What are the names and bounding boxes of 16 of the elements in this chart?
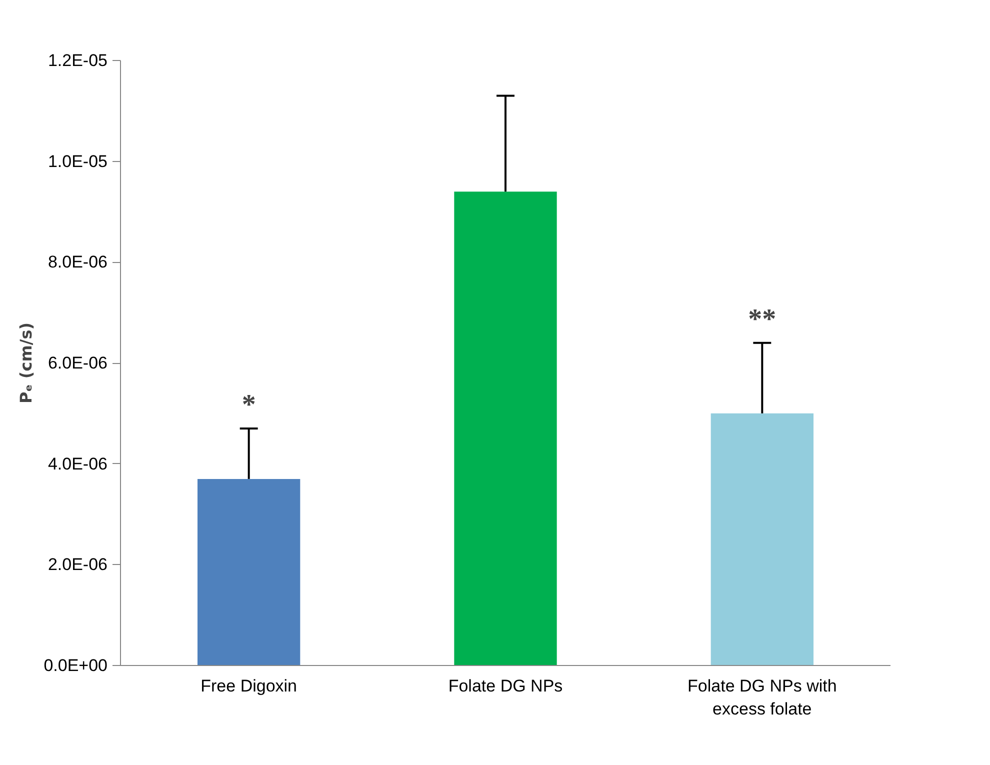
bar [454,192,557,666]
y-tick-label: 0.0E+00 [44,656,108,675]
y-axis-title: Pₑ (cm/s) [16,322,36,404]
annotation: * [242,390,256,421]
y-tick-label: 4.0E-06 [48,454,108,474]
y-tick-label: 1.0E-05 [48,152,108,171]
bar [198,478,300,666]
y-tick-label: 8.0E-06 [48,252,108,272]
bar [710,413,814,666]
annotation: ** [748,304,776,335]
y-tick-label: 1.2E-05 [48,51,108,70]
y-tick-label: 6.0E-06 [48,354,108,372]
x-tick-label: Folate DG NPs [448,676,563,696]
x-tick-label: Free Digoxin [200,676,298,696]
x-tick-label: Folate DG NPs with excess folate [688,676,837,718]
y-tick-label: 2.0E-06 [48,555,108,574]
